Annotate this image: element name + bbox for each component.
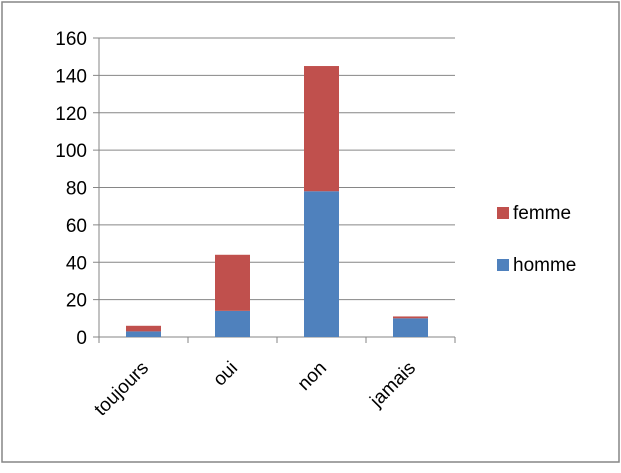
bar-homme-non: [304, 191, 339, 337]
y-tick-label: 60: [66, 216, 87, 237]
bar-femme-toujours: [126, 325, 161, 332]
legend: femme homme: [497, 203, 576, 276]
bar-femme-oui: [215, 254, 250, 311]
y-tick-label: 80: [66, 179, 87, 200]
bar-femme-non: [304, 66, 339, 192]
legend-label-homme: homme: [513, 255, 576, 276]
legend-label-femme: femme: [513, 203, 571, 224]
bars: [126, 66, 428, 337]
gridlines: [99, 37, 455, 301]
bar-homme-oui: [215, 310, 250, 337]
bar-homme-jamais: [393, 318, 428, 337]
y-tick-label: 100: [55, 141, 87, 162]
y-tick-label: 160: [55, 29, 87, 50]
legend-swatch-femme: [497, 207, 509, 219]
y-tick-label: 0: [76, 328, 87, 349]
y-tick-label: 120: [55, 104, 87, 125]
y-tick-label: 140: [55, 66, 87, 87]
y-tick-label: 20: [66, 291, 87, 312]
y-tick-label: 40: [66, 253, 87, 274]
legend-swatch-homme: [497, 259, 509, 271]
bar-homme-toujours: [126, 331, 161, 337]
bar-femme-jamais: [393, 316, 428, 319]
